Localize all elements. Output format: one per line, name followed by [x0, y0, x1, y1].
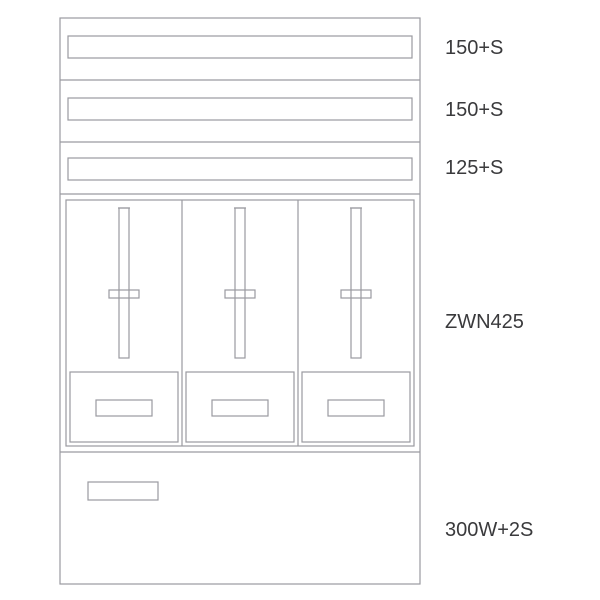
meter-base-slot: [328, 400, 384, 416]
meter-base-slot: [96, 400, 152, 416]
meter-base: [186, 372, 294, 442]
label-slot3: 125+S: [445, 157, 503, 179]
meter-base: [302, 372, 410, 442]
meter-stem: [235, 208, 245, 358]
label-meter: ZWN425: [445, 311, 524, 333]
meter-inner-frame: [66, 200, 414, 446]
meter-base-slot: [212, 400, 268, 416]
label-slot1: 150+S: [445, 37, 503, 59]
panel-outline: [60, 18, 420, 584]
blank-slot: [88, 482, 158, 500]
cover-strip-slot1: [68, 36, 412, 58]
cover-strip-slot3: [68, 158, 412, 180]
label-slot2: 150+S: [445, 99, 503, 121]
meter-stem: [119, 208, 129, 358]
cover-strip-slot2: [68, 98, 412, 120]
label-blank: 300W+2S: [445, 519, 533, 541]
meter-base: [70, 372, 178, 442]
meter-arm: [225, 290, 255, 298]
meter-arm: [109, 290, 139, 298]
meter-stem: [351, 208, 361, 358]
meter-arm: [341, 290, 371, 298]
